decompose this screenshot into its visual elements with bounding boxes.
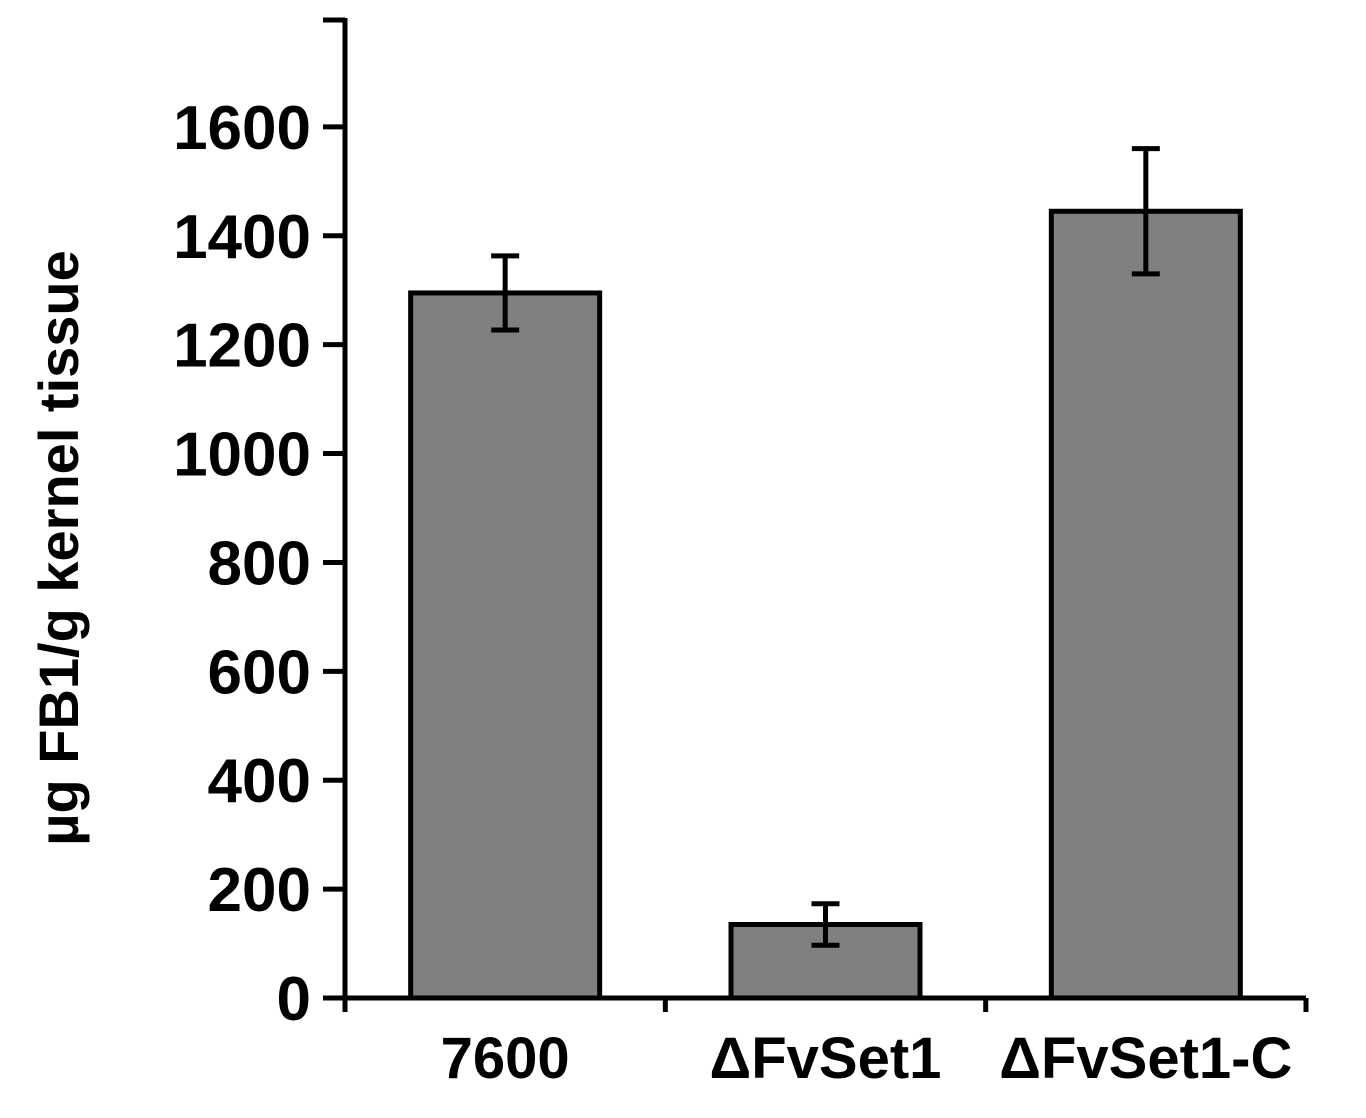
error-bars <box>491 146 1160 948</box>
bar-3 <box>1048 208 1243 1001</box>
y-axis-label: µg FB1/g kernel tissue <box>27 250 90 846</box>
y-tick-label: 1200 <box>173 312 311 381</box>
y-tick-label: 1400 <box>173 203 311 272</box>
bar-1 <box>408 290 603 1001</box>
y-tick-label: 1600 <box>173 94 311 163</box>
error-bar-1 <box>491 253 520 333</box>
y-tick-label: 200 <box>208 856 311 925</box>
error-bar-3 <box>1131 146 1160 277</box>
x-ticks <box>342 998 1309 1012</box>
y-tick-label: 400 <box>208 747 311 816</box>
y-tick-label: 1000 <box>173 421 311 490</box>
y-tick-label: 800 <box>208 529 311 598</box>
y-ticks: 0 200 400 600 800 1000 1200 1400 1600 <box>173 17 345 1034</box>
bar-2 <box>728 922 923 1001</box>
bars <box>408 208 1243 1001</box>
y-tick-label: 0 <box>277 965 311 1034</box>
y-tick-label: 600 <box>208 638 311 707</box>
category-label-1: 7600 <box>441 1026 570 1091</box>
category-label-2: ΔFvSet1 <box>710 1026 942 1091</box>
error-bar-2 <box>811 901 840 948</box>
category-label-3: ΔFvSet1-C <box>999 1026 1292 1091</box>
category-labels: 7600 ΔFvSet1 ΔFvSet1-C <box>441 1026 1293 1091</box>
